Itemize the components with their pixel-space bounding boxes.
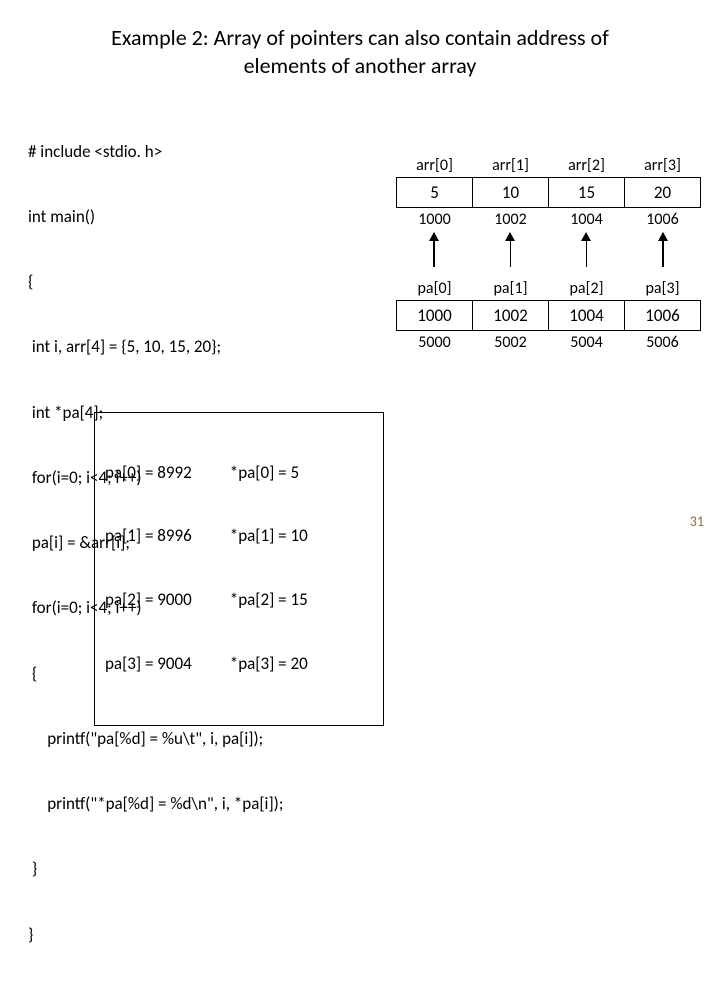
arrow-icon — [433, 233, 435, 267]
arr-value: 5 — [397, 178, 473, 208]
arr-address: 1004 — [549, 208, 625, 230]
output-line: pa[3] = 9004 — [105, 653, 192, 674]
pa-value: 1002 — [473, 301, 549, 331]
output-left-col: pa[0] = 8992 pa[1] = 8996 pa[2] = 9000 p… — [105, 419, 192, 717]
arr-address: 1006 — [625, 208, 701, 230]
pa-header: pa[2] — [549, 279, 625, 301]
pa-header: pa[0] — [397, 279, 473, 301]
arr-header: arr[3] — [625, 156, 701, 178]
pa-address: 5002 — [473, 331, 549, 353]
arrow-icon — [662, 233, 664, 267]
arr-header: arr[1] — [473, 156, 549, 178]
output-line: pa[2] = 9000 — [105, 589, 192, 610]
title-line-1: Example 2: Array of pointers can also co… — [111, 24, 609, 51]
pa-address: 5000 — [397, 331, 473, 353]
output-right-col: *pa[0] = 5 *pa[1] = 10 *pa[2] = 15 *pa[3… — [230, 419, 308, 717]
arrow-icon — [586, 233, 588, 267]
code-line: } — [28, 924, 283, 946]
code-line: { — [28, 271, 283, 293]
code-line: printf("pa[%d] = %u\t", i, pa[i]); — [28, 728, 283, 750]
code-line: # include <stdio. h> — [28, 141, 283, 163]
pa-address: 5004 — [549, 331, 625, 353]
slide-title: Example 2: Array of pointers can also co… — [0, 0, 720, 79]
pa-value: 1006 — [625, 301, 701, 331]
arr-address: 1002 — [473, 208, 549, 230]
arr-value: 15 — [549, 178, 625, 208]
pa-header: pa[1] — [473, 279, 549, 301]
pa-header: pa[3] — [625, 279, 701, 301]
output-box: pa[0] = 8992 pa[1] = 8996 pa[2] = 9000 p… — [94, 412, 384, 726]
arr-table: arr[0] arr[1] arr[2] arr[3] 5 10 15 20 1… — [396, 156, 701, 229]
arr-header: arr[0] — [397, 156, 473, 178]
output-line: *pa[2] = 15 — [230, 589, 308, 610]
output-line: *pa[1] = 10 — [230, 525, 308, 546]
title-line-2: elements of another array — [244, 52, 477, 79]
arr-value: 10 — [473, 178, 549, 208]
code-line: int i, arr[4] = {5, 10, 15, 20}; — [28, 336, 283, 358]
arrow-icon — [510, 233, 512, 267]
diagram-area: arr[0] arr[1] arr[2] arr[3] 5 10 15 20 1… — [396, 156, 701, 352]
arr-value: 20 — [625, 178, 701, 208]
pa-value: 1000 — [397, 301, 473, 331]
output-line: pa[0] = 8992 — [105, 462, 192, 483]
pa-table: pa[0] pa[1] pa[2] pa[3] 1000 1002 1004 1… — [396, 279, 701, 352]
code-line: int main() — [28, 206, 283, 228]
page-number: 31 — [690, 513, 704, 530]
pointer-arrows — [396, 229, 701, 269]
output-line: *pa[3] = 20 — [230, 653, 308, 674]
output-line: *pa[0] = 5 — [230, 462, 308, 483]
output-line: pa[1] = 8996 — [105, 525, 192, 546]
arr-address: 1000 — [397, 208, 473, 230]
arr-header: arr[2] — [549, 156, 625, 178]
code-line: printf("*pa[%d] = %d\n", i, *pa[i]); — [28, 793, 283, 815]
pa-address: 5006 — [625, 331, 701, 353]
pa-value: 1004 — [549, 301, 625, 331]
code-line: } — [28, 858, 283, 880]
